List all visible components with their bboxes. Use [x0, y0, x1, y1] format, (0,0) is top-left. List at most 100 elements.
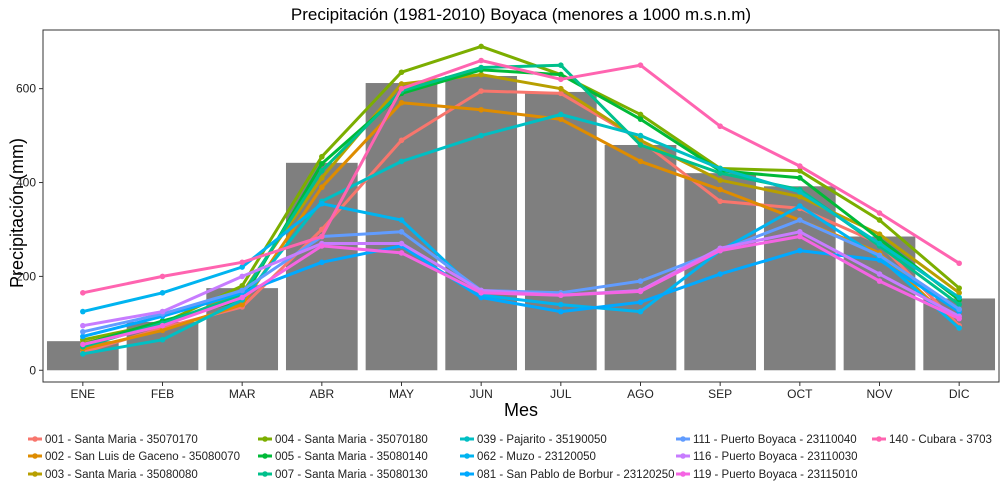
- legend-item: 140 - Cubara - 3703: [872, 434, 992, 446]
- series-point: [478, 294, 484, 301]
- legend-swatch-point: [262, 436, 268, 442]
- legend-swatch-point: [680, 471, 686, 477]
- series-point: [239, 282, 245, 289]
- series-point: [876, 217, 883, 223]
- legend-swatch-point: [680, 436, 686, 442]
- x-axis-title: Mes: [504, 400, 538, 420]
- series-point: [956, 294, 962, 301]
- plot-border: [42, 29, 1000, 383]
- series-point: [956, 301, 962, 308]
- series-point: [159, 336, 166, 343]
- legend-swatch-point: [32, 436, 38, 442]
- series-point: [797, 203, 803, 209]
- legend-item: 062 - Muzo - 23120050: [460, 451, 596, 463]
- series-point: [717, 170, 723, 176]
- series-point: [717, 186, 723, 193]
- legend-item: 039 - Pajarito - 35190050: [460, 434, 607, 446]
- series-point: [637, 132, 644, 139]
- bar-jul: [524, 91, 597, 371]
- series-point: [398, 229, 405, 235]
- series-line: [81, 59, 961, 295]
- x-tick-label: JUL: [550, 387, 572, 401]
- series-point: [239, 287, 245, 294]
- series-point: [398, 85, 405, 92]
- series-point: [637, 116, 644, 122]
- series-point: [797, 163, 803, 169]
- series-point: [319, 175, 325, 181]
- y-tick-label: 400: [16, 176, 36, 190]
- series-point: [558, 292, 564, 298]
- series-point: [478, 290, 484, 296]
- series-point: [876, 278, 883, 284]
- series-point: [558, 301, 564, 308]
- series-point: [239, 264, 245, 270]
- x-tick-label: SEP: [708, 387, 732, 401]
- series-point: [159, 308, 166, 315]
- legend-label: 116 - Puerto Boyaca - 23110030: [693, 451, 858, 463]
- x-tick-label: OCT: [787, 387, 813, 401]
- series-point: [956, 290, 962, 296]
- series-point: [637, 308, 644, 315]
- series-7: [80, 111, 962, 357]
- series-point: [159, 327, 166, 334]
- series-point: [637, 288, 644, 295]
- series-point: [319, 259, 325, 266]
- series-point: [956, 315, 962, 322]
- series-point: [80, 333, 86, 340]
- series-line: [81, 235, 961, 346]
- series-point: [876, 231, 883, 237]
- legend: 001 - Santa Maria - 35070170 002 - San Lu…: [28, 434, 992, 481]
- series-point: [478, 43, 484, 50]
- legend-item: 005 - Santa Maria - 35080140: [258, 451, 428, 463]
- bar-abr: [285, 162, 358, 371]
- legend-swatch-point: [680, 453, 686, 459]
- legend-label: 140 - Cubara - 3703: [889, 434, 992, 446]
- series-point: [558, 90, 564, 97]
- series-point: [239, 294, 245, 301]
- legend-item: 081 - San Pablo de Borbur - 23120250: [460, 469, 675, 481]
- x-tick-label: FEB: [151, 387, 174, 401]
- legend-label: 005 - Santa Maria - 35080140: [275, 451, 428, 463]
- series-point: [797, 175, 803, 181]
- series-point: [80, 328, 86, 335]
- series-point: [80, 322, 86, 329]
- series-point: [797, 168, 803, 174]
- series-point: [876, 210, 883, 216]
- series-point: [717, 247, 723, 254]
- series-point: [319, 168, 325, 174]
- bar-jun: [445, 75, 518, 371]
- series-9: [80, 243, 962, 340]
- series-point: [637, 111, 644, 118]
- legend-label: 001 - Santa Maria - 35070170: [45, 434, 198, 446]
- series-point: [956, 325, 962, 331]
- series-point: [319, 233, 325, 240]
- series-point: [398, 217, 405, 223]
- series-line: [81, 244, 961, 338]
- plot-area: [46, 43, 996, 371]
- series-point: [239, 301, 245, 308]
- series-point: [637, 158, 644, 165]
- series-13: [80, 57, 962, 296]
- x-tick-label: NOV: [866, 387, 892, 401]
- series-point: [637, 142, 644, 148]
- series-point: [558, 85, 564, 92]
- series-point: [159, 273, 166, 280]
- legend-swatch-point: [32, 453, 38, 459]
- series-point: [159, 322, 166, 329]
- series-point: [797, 229, 803, 235]
- legend-swatch-point: [876, 436, 882, 442]
- legend-item: 007 - Santa Maria - 35080130: [258, 469, 428, 481]
- series-point: [478, 57, 484, 64]
- legend-swatch-point: [464, 471, 470, 477]
- series-point: [717, 271, 723, 277]
- series-point: [637, 278, 644, 284]
- series-point: [797, 193, 803, 200]
- series-line: [81, 113, 961, 356]
- x-tick-label: ENE: [70, 387, 95, 401]
- legend-item: 001 - Santa Maria - 35070170: [28, 434, 198, 446]
- legend-swatch-point: [262, 471, 268, 477]
- series-point: [478, 88, 484, 94]
- x-tick-label: DIC: [949, 387, 970, 401]
- x-tick-label: MAR: [229, 387, 256, 401]
